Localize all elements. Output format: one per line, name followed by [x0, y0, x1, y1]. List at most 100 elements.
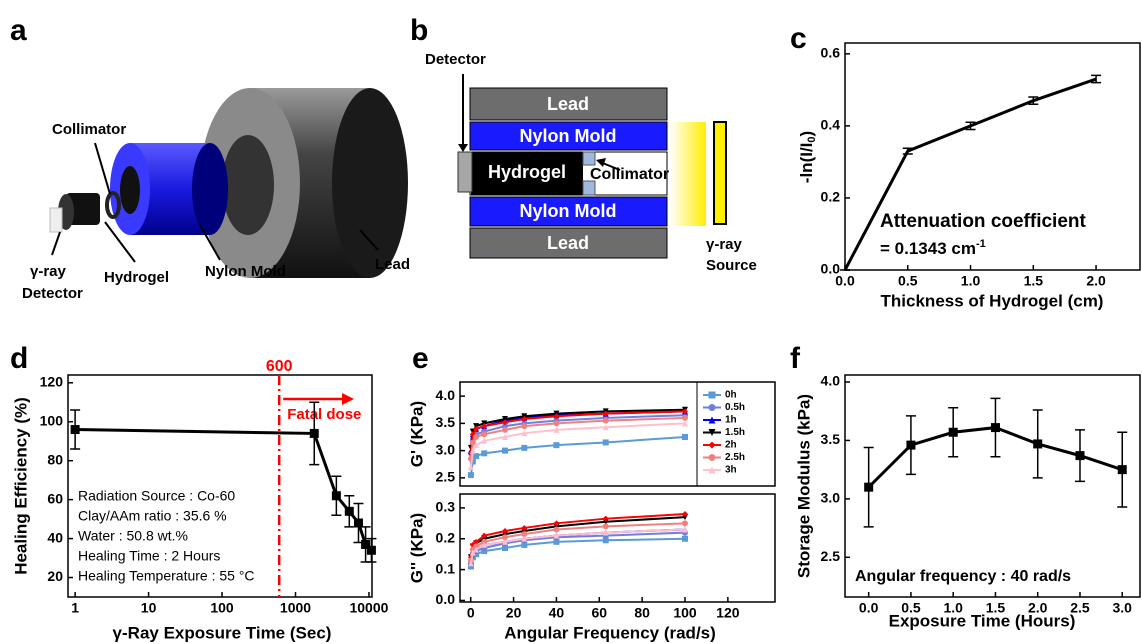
- lead-hole: [222, 135, 274, 235]
- x-axis-label: Exposure Time (Hours): [889, 611, 1076, 630]
- radiation: [670, 122, 706, 226]
- collimator: [105, 191, 121, 219]
- marker: [344, 506, 354, 516]
- marker: [469, 549, 476, 556]
- y-axis-label-part: -ln(I/I: [797, 143, 816, 184]
- marker: [864, 482, 874, 492]
- marker: [502, 433, 508, 440]
- x-tick-label: 1000: [280, 600, 311, 616]
- detector: [49, 207, 63, 233]
- marker: [521, 541, 528, 548]
- x-tick-label: 1.0: [961, 273, 981, 289]
- lead-back: [332, 88, 408, 278]
- marker: [602, 515, 609, 522]
- legend-label: 2h: [725, 440, 737, 451]
- marker: [708, 429, 716, 436]
- y-tick-label: 0.2: [436, 529, 456, 545]
- marker: [473, 442, 480, 449]
- marker: [502, 538, 508, 545]
- marker: [469, 447, 476, 454]
- marker: [708, 441, 716, 449]
- label: Source: [706, 257, 757, 274]
- marker: [70, 425, 80, 435]
- marker: [502, 534, 508, 541]
- y-tick-label: 0.2: [821, 189, 841, 205]
- annotation-part: = 0.1343 cm: [880, 239, 976, 258]
- marker: [473, 433, 480, 440]
- marker: [708, 391, 716, 399]
- marker: [708, 466, 716, 474]
- y-axis-label-part: 0: [806, 136, 818, 142]
- x-tick-label: 0.0: [835, 273, 855, 289]
- marker: [502, 416, 508, 423]
- y-tick-label: 0.3: [436, 499, 456, 515]
- panel-letter: b: [410, 14, 428, 47]
- marker: [467, 463, 474, 470]
- dose-label: Fatal dose: [287, 406, 361, 423]
- x-tick-label: 80: [634, 605, 650, 621]
- legend-label: 3h: [725, 465, 737, 476]
- marker: [502, 419, 508, 426]
- marker: [682, 526, 688, 533]
- label: Nylon Mold: [520, 126, 617, 146]
- marker: [521, 535, 528, 542]
- y-tick-label: 4.0: [821, 373, 841, 389]
- marker: [361, 539, 371, 549]
- marker: [553, 420, 560, 427]
- marker: [553, 523, 560, 530]
- x-tick-label: 100: [210, 600, 234, 616]
- marker: [521, 531, 528, 538]
- marker: [682, 520, 688, 527]
- leader: [94, 142, 111, 195]
- marker: [502, 531, 508, 538]
- marker: [309, 428, 319, 438]
- y-tick-label: 20: [47, 568, 63, 584]
- condition: Healing Temperature : 55 °C: [78, 568, 255, 584]
- x-tick-label: 60: [591, 605, 607, 621]
- y-tick-label: 120: [40, 373, 64, 389]
- legend-label: 1.5h: [725, 427, 745, 438]
- lead: [469, 227, 668, 259]
- annotation: = 0.1343 cm-1: [880, 238, 986, 259]
- lead: [469, 87, 668, 121]
- annotation: Attenuation coefficient: [880, 211, 1087, 232]
- x-tick-label: 1.0: [943, 600, 963, 616]
- marker: [682, 414, 688, 421]
- marker: [553, 538, 560, 545]
- error-bar: [1028, 96, 1039, 106]
- marker: [481, 532, 488, 539]
- condition: Radiation Source : Co-60: [78, 488, 235, 504]
- y-tick-label: 40: [47, 529, 63, 545]
- x-tick-label: 1.5: [986, 600, 1006, 616]
- marker: [473, 538, 480, 545]
- nylon-back: [192, 143, 228, 235]
- marker: [467, 563, 474, 570]
- marker: [682, 535, 688, 542]
- plot-frame: [459, 381, 776, 487]
- marker: [502, 545, 508, 551]
- y-axis-label: Healing Efficiency (%): [11, 397, 30, 575]
- marker: [481, 431, 488, 438]
- plot-frame: [67, 374, 373, 598]
- x-axis-label: Angular Frequency (rad/s): [504, 623, 716, 642]
- error-bar: [902, 147, 913, 155]
- y-tick-label: 3.0: [821, 490, 841, 506]
- condition: Water : 50.8 wt.%: [78, 528, 188, 544]
- condition: Healing Time : 2 Hours: [78, 548, 220, 564]
- marker: [682, 420, 688, 427]
- marker: [521, 416, 528, 423]
- marker: [602, 439, 609, 446]
- source: [713, 121, 727, 225]
- y-tick-label: 0.6: [821, 45, 841, 61]
- marker: [708, 404, 716, 411]
- x-axis-label: Thickness of Hydrogel (cm): [881, 291, 1104, 310]
- y-tick-label: 3.0: [436, 441, 456, 457]
- leader: [199, 224, 221, 261]
- marker: [521, 423, 528, 430]
- marker: [521, 430, 528, 437]
- label: Hydrogel: [104, 269, 169, 286]
- marker: [473, 546, 480, 553]
- y-tick-label: 4.0: [436, 387, 456, 403]
- x-tick-label: 1: [71, 600, 79, 616]
- marker: [502, 426, 508, 433]
